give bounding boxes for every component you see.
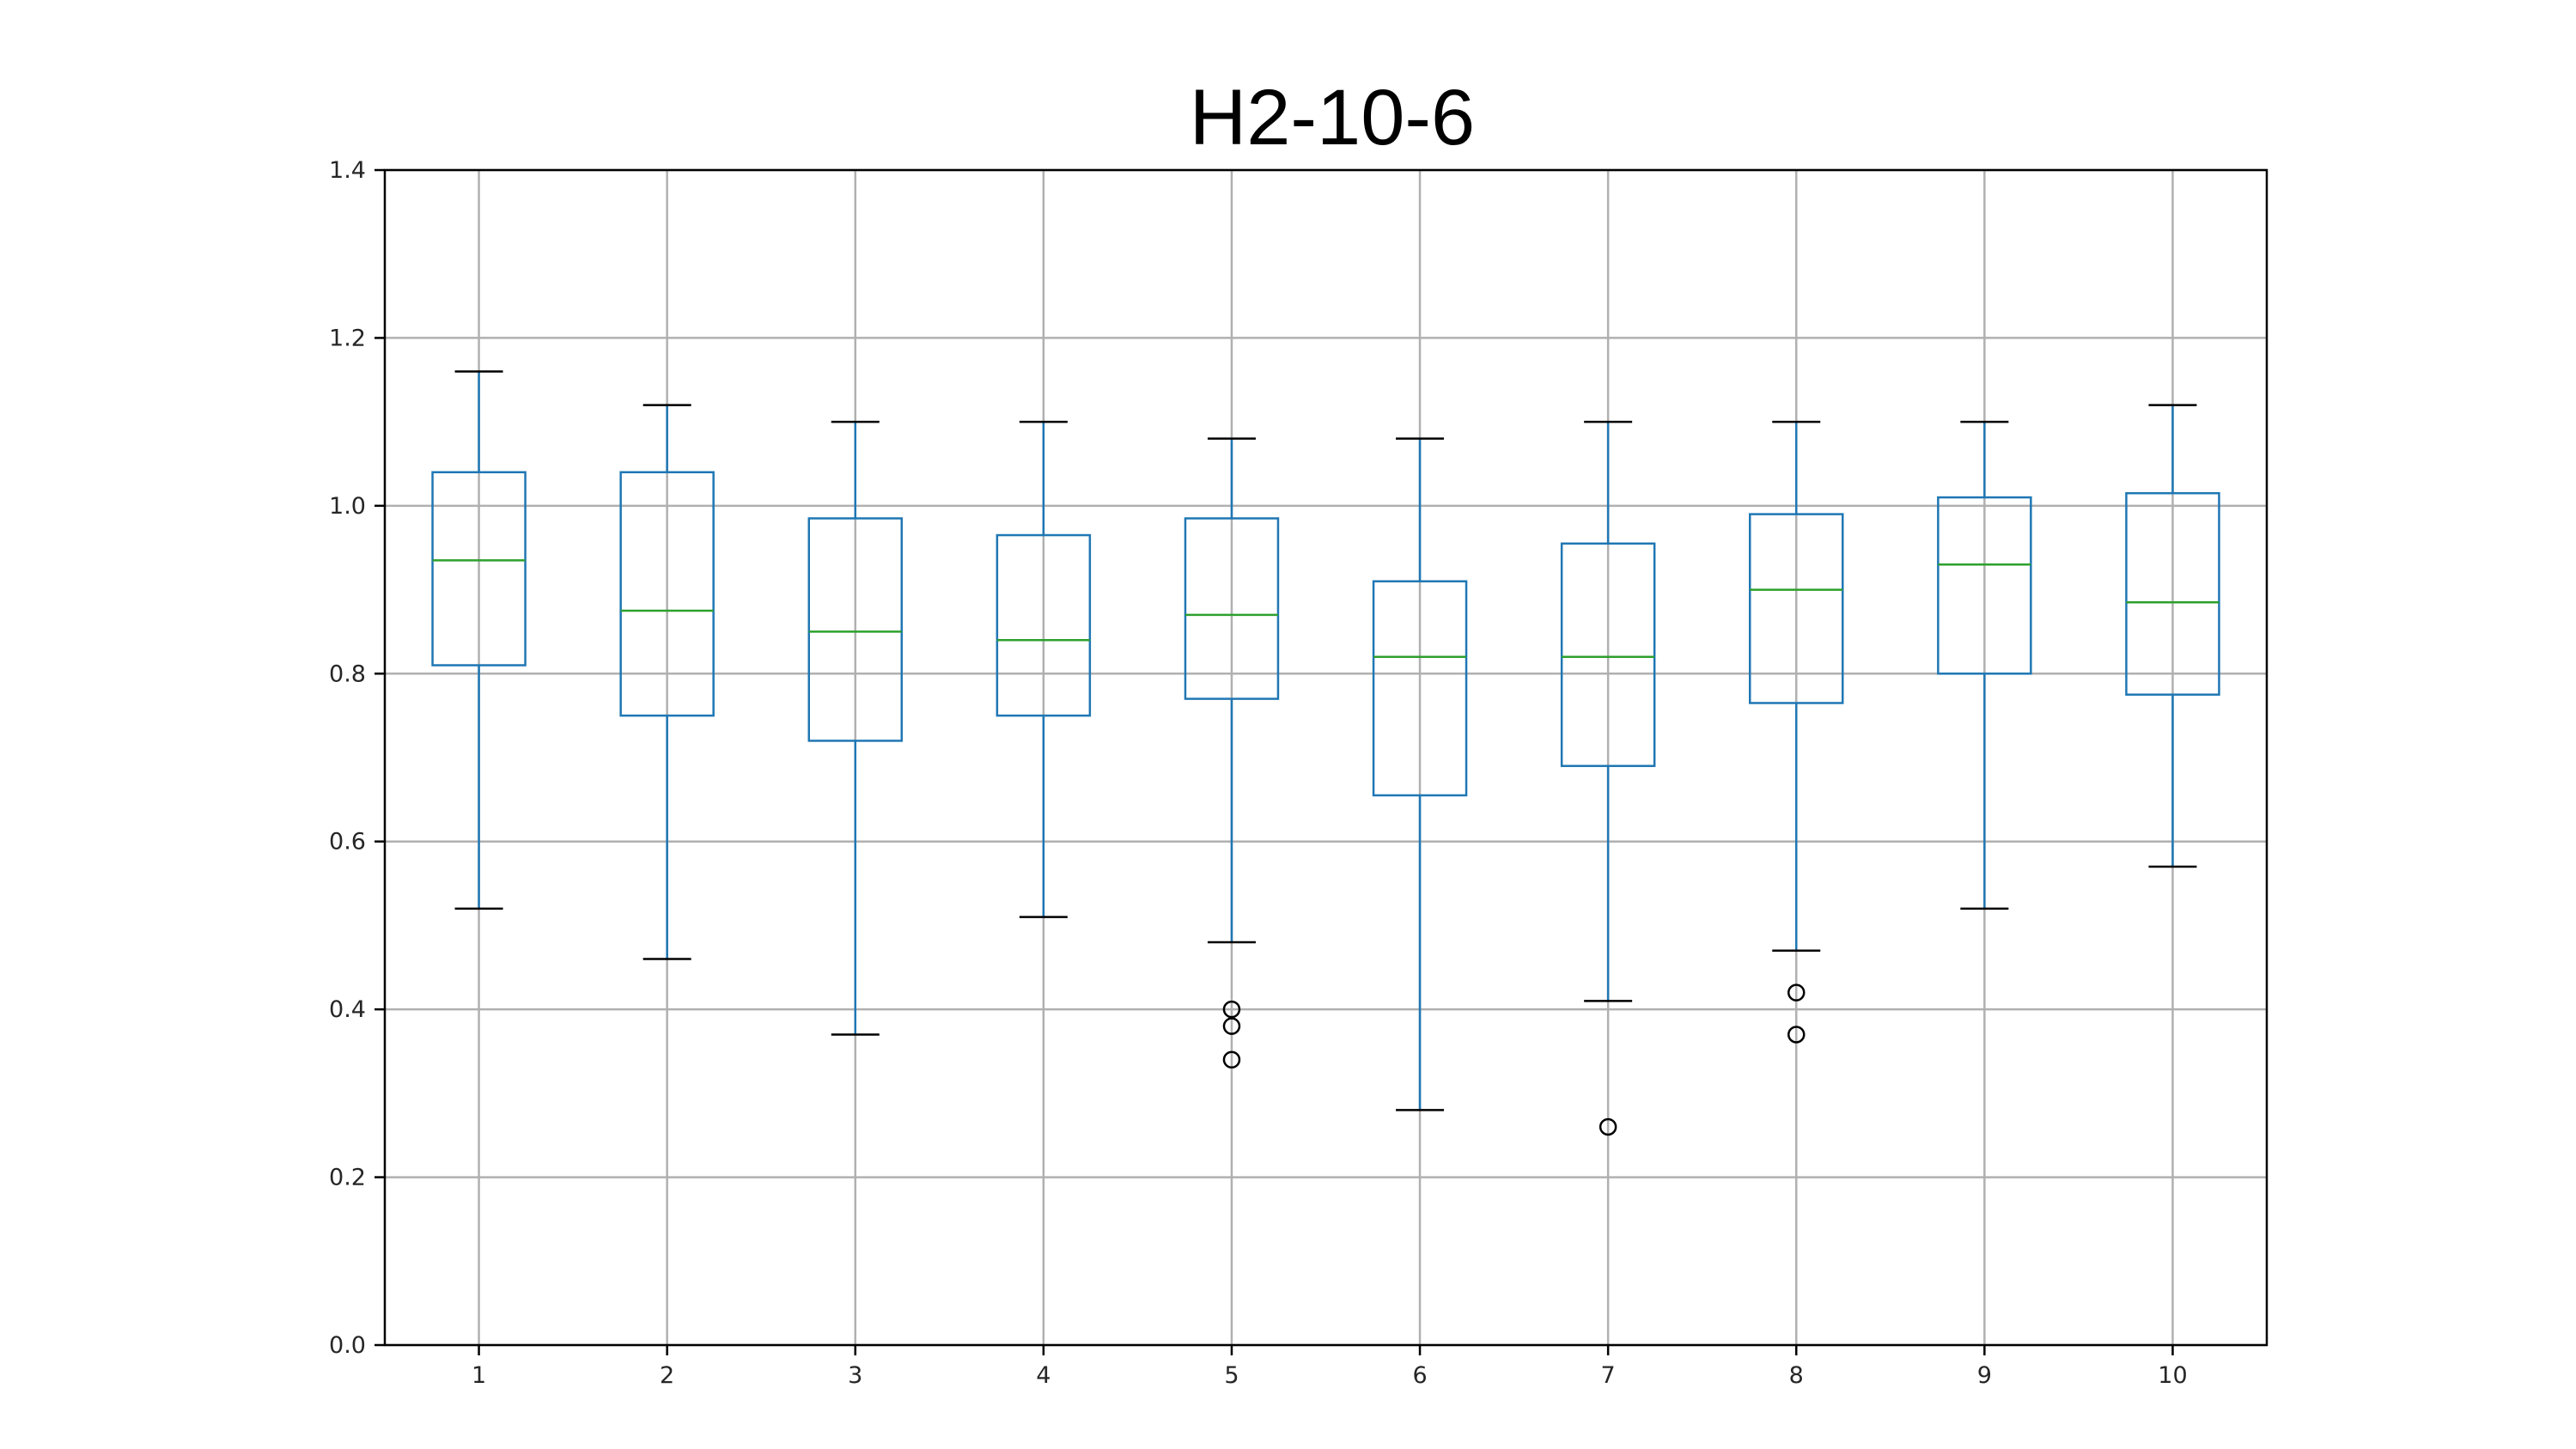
boxes [431, 370, 2220, 1136]
y-tick-label: 0.8 [329, 661, 366, 687]
box-group-1 [431, 370, 527, 910]
y-tick-label: 0.6 [329, 829, 366, 855]
axes: 0.0 0.2 0.4 0.6 0.8 1.0 1.2 1.4 1 2 3 4 5 6 7 8 9 10 [329, 157, 2188, 1389]
box-group-10 [2125, 404, 2220, 868]
x-tick-label: 7 [1601, 1362, 1616, 1389]
y-tick-label: 0.0 [329, 1332, 366, 1359]
chart-title: H2-10-6 [1190, 74, 1475, 161]
x-tick-label: 6 [1412, 1362, 1427, 1389]
box-group-7 [1560, 420, 1656, 1136]
iqr-box [807, 517, 903, 742]
outlier-point [1222, 1017, 1241, 1035]
iqr-box [2125, 491, 2220, 696]
box-group-6 [1372, 437, 1468, 1111]
iqr-box [996, 533, 1092, 717]
box-group-8 [1749, 420, 1844, 1044]
x-tick-label: 3 [848, 1362, 862, 1389]
iqr-box [1937, 496, 2032, 675]
plot-frame [383, 168, 2268, 1347]
box-group-4 [996, 420, 1092, 918]
x-tick-label: 2 [660, 1362, 674, 1389]
y-tick-label: 0.4 [329, 996, 366, 1023]
box-group-5 [1184, 437, 1280, 1069]
x-tick-label: 5 [1224, 1362, 1239, 1389]
outlier-point [1787, 983, 1806, 1002]
y-tick-label: 1.4 [329, 157, 366, 184]
iqr-box [431, 471, 527, 667]
x-tick-label: 1 [472, 1362, 486, 1389]
y-tick-label: 1.2 [329, 325, 366, 351]
outlier-point [1599, 1117, 1617, 1136]
iqr-box [1184, 517, 1280, 700]
iqr-box [619, 471, 715, 717]
x-tick-label: 4 [1036, 1362, 1050, 1389]
outlier-point [1222, 1000, 1241, 1019]
iqr-box [1749, 513, 1844, 704]
outlier-point [1222, 1050, 1241, 1069]
iqr-box [1372, 580, 1468, 797]
y-tick-label: 1.0 [329, 493, 366, 520]
box-group-3 [807, 420, 903, 1036]
box-group-2 [619, 404, 715, 960]
box-group-9 [1937, 420, 2032, 910]
x-tick-label: 9 [1977, 1362, 1992, 1389]
y-tick-label: 0.2 [329, 1165, 366, 1191]
x-tick-label: 8 [1789, 1362, 1804, 1389]
outlier-point [1787, 1026, 1806, 1044]
x-tick-label: 10 [2158, 1362, 2187, 1389]
iqr-box [1560, 542, 1656, 768]
